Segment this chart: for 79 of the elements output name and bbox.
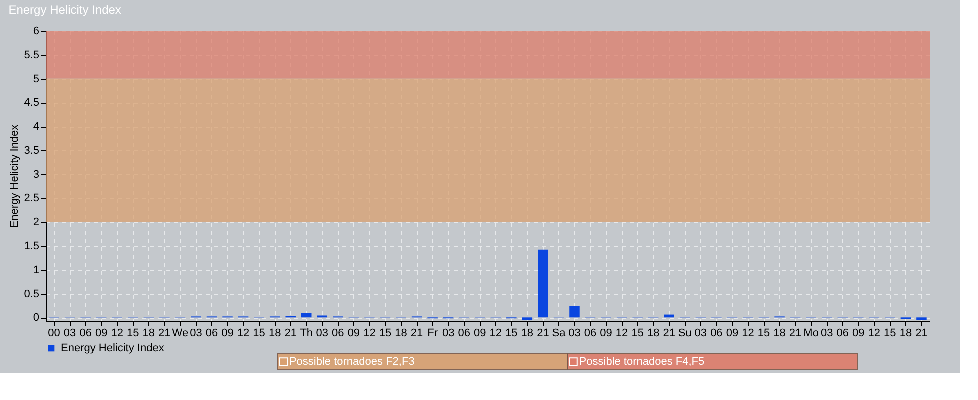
x-tick-label: 21 (916, 328, 928, 340)
bar (538, 250, 548, 318)
x-tick-label: 21 (789, 328, 802, 340)
x-tick-label: 03 (316, 328, 329, 340)
x-tick-label: 03 (820, 328, 834, 340)
x-tick-label: 15 (632, 328, 644, 340)
bar (916, 318, 927, 320)
x-tick-label: 09 (600, 328, 612, 340)
bar (522, 318, 533, 321)
x-tick-label: We (172, 328, 189, 340)
x-tick-label: 18 (647, 328, 660, 340)
y-tick-label: 4.5 (24, 97, 40, 110)
y-tick-label: 3.5 (24, 144, 40, 157)
x-tick-label: Su (678, 328, 692, 340)
x-tick-label: 21 (158, 328, 171, 340)
x-tick-label: 06 (332, 328, 344, 340)
x-tick-label: 03 (694, 328, 708, 340)
y-tick-label: 0 (33, 312, 40, 324)
y-tick-label: 4 (33, 121, 40, 134)
y-tick-label: 5.5 (24, 49, 40, 62)
x-tick-label: 06 (458, 328, 470, 340)
legend-label: Possible tornadoes F2,F3 (289, 356, 415, 368)
x-tick-label: 12 (490, 328, 502, 340)
x-tick-label: 09 (222, 328, 234, 340)
y-axis-title: Energy Helicity Index (9, 124, 22, 228)
x-tick-label: 18 (774, 328, 786, 340)
y-tick-label: 0.5 (24, 288, 40, 300)
x-tick-label: 09 (348, 328, 360, 340)
y-tick-label: 1.5 (24, 240, 40, 252)
chart-title: Energy Helicity Index (8, 3, 122, 17)
x-tick-label: 15 (884, 328, 896, 340)
x-tick-label: 21 (410, 328, 424, 340)
y-tick-label: 6 (33, 26, 40, 38)
x-tick-label: 06 (710, 328, 723, 340)
x-tick-label: 12 (616, 328, 628, 340)
x-tick-label: 06 (584, 328, 597, 340)
x-tick-label: 18 (900, 328, 912, 340)
x-tick-label: 00 (48, 328, 60, 340)
y-tick-label: 2.5 (24, 192, 40, 205)
x-tick-label: 15 (253, 328, 266, 340)
x-tick-label: Fr (428, 328, 438, 340)
x-tick-label: 12 (364, 328, 376, 340)
x-tick-label: 15 (506, 328, 518, 340)
x-tick-label: 09 (95, 328, 108, 340)
x-tick-label: 09 (852, 328, 865, 340)
x-tick-label: 21 (663, 328, 676, 340)
x-tick-label: 03 (442, 328, 455, 340)
x-tick-label: 21 (284, 328, 297, 340)
x-tick-label: 03 (64, 328, 76, 340)
x-tick-label: 06 (80, 328, 92, 340)
x-tick-label: 15 (758, 328, 770, 340)
y-tick-label: 1 (33, 264, 40, 276)
x-tick-label: 09 (474, 328, 486, 340)
x-tick-label: 12 (111, 328, 124, 340)
x-tick-label: 12 (868, 328, 881, 340)
x-tick-label: 06 (836, 328, 849, 340)
x-tick-label: 03 (568, 328, 581, 340)
y-tick-label: 2 (33, 216, 40, 229)
y-tick-label: 5 (33, 73, 40, 86)
x-tick-label: 18 (142, 328, 156, 340)
x-tick-label: Th (300, 328, 314, 340)
x-tick-label: 18 (521, 328, 534, 340)
x-tick-label: 18 (268, 328, 282, 340)
y-tick-label: 3 (33, 168, 40, 181)
bar (302, 313, 312, 318)
x-tick-label: 03 (190, 328, 202, 340)
x-tick-label: 12 (237, 328, 250, 340)
x-tick-label: Mo (804, 328, 819, 340)
bar (570, 306, 580, 318)
x-tick-label: 15 (127, 328, 140, 340)
x-tick-label: 15 (379, 328, 392, 340)
x-tick-label: Sa (552, 328, 567, 340)
x-tick-label: 12 (742, 328, 754, 340)
x-tick-label: 18 (395, 328, 408, 340)
legend-label: Energy Helicity Index (61, 342, 165, 354)
x-tick-label: 21 (537, 328, 550, 340)
legend-label: Possible tornadoes F4,F5 (579, 356, 705, 368)
x-tick-label: 09 (726, 328, 739, 340)
x-tick-label: 06 (206, 328, 218, 340)
